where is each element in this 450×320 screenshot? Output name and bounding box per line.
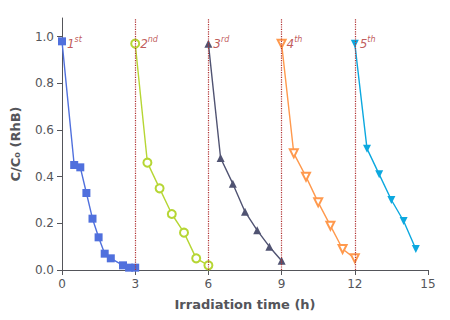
svg-text:15: 15 [420, 277, 435, 291]
svg-text:1.0: 1.0 [35, 30, 54, 44]
svg-text:st: st [75, 35, 83, 44]
svg-text:0.2: 0.2 [35, 216, 54, 230]
svg-text:5: 5 [360, 37, 368, 51]
svg-text:4: 4 [287, 37, 295, 51]
svg-text:0.4: 0.4 [35, 170, 54, 184]
svg-text:rd: rd [221, 35, 230, 44]
svg-text:Irradiation time (h): Irradiation time (h) [174, 297, 315, 312]
svg-text:6: 6 [205, 277, 213, 291]
svg-text:12: 12 [347, 277, 362, 291]
svg-text:0: 0 [58, 277, 66, 291]
svg-text:0.0: 0.0 [35, 263, 54, 277]
svg-text:1: 1 [67, 37, 75, 51]
svg-text:th: th [294, 35, 302, 44]
svg-text:3: 3 [131, 277, 139, 291]
svg-text:9: 9 [278, 277, 286, 291]
svg-text:th: th [367, 35, 375, 44]
svg-text:3: 3 [213, 37, 221, 51]
svg-text:nd: nd [148, 35, 159, 44]
svg-text:2: 2 [140, 37, 148, 51]
svg-text:C/C₀ (RhB): C/C₀ (RhB) [8, 106, 23, 181]
svg-text:0.6: 0.6 [35, 123, 54, 137]
svg-text:0.8: 0.8 [35, 76, 54, 90]
